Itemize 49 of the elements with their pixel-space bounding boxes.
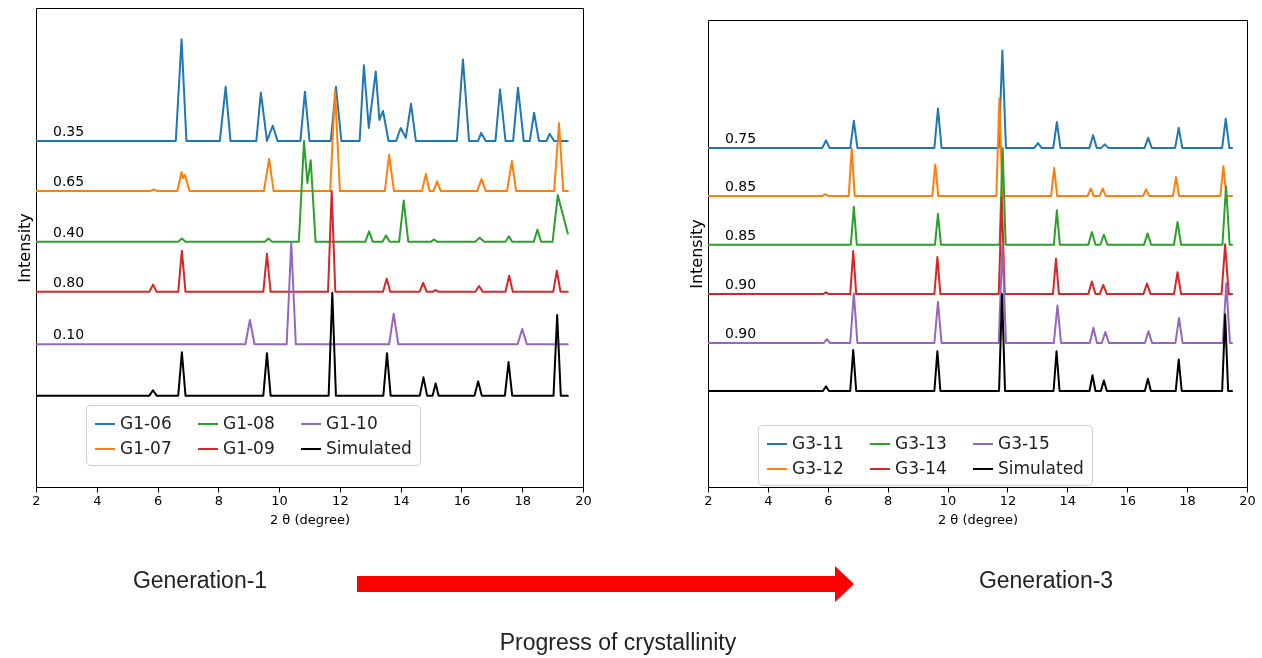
x-tick-label: 6 (153, 492, 163, 508)
x-tick-label: 6 (824, 492, 833, 508)
legend-label: G3-13 (895, 433, 947, 453)
annotation: 0.80 (53, 273, 85, 290)
legend-label: Simulated (326, 438, 412, 458)
legend-label: G3-15 (998, 433, 1050, 453)
x-tick-label: 2 (704, 492, 713, 508)
x-tick-label: 16 (453, 492, 471, 508)
legend-label: G1-07 (120, 438, 172, 458)
annotation: 0.75 (725, 129, 757, 146)
y-axis-title: Intensity (686, 219, 706, 289)
text: Progress of crystallinity (499, 628, 737, 656)
text: Generation-1 (132, 566, 268, 594)
x-tick-label: 14 (392, 492, 410, 508)
legend-label: G1-08 (223, 413, 275, 433)
x-tick-label: 10 (939, 492, 957, 508)
x-tick-label: 14 (1059, 492, 1077, 508)
x-axis-title: 2 θ (degree) (269, 511, 351, 527)
x-tick-label: 20 (575, 492, 592, 508)
annotation: 0.40 (53, 223, 85, 240)
x-tick-label: 8 (884, 492, 893, 508)
x-tick-label: 4 (93, 492, 102, 508)
legend-label: G1-09 (223, 438, 275, 458)
annotation: 0.35 (53, 122, 85, 139)
annotation: 0.85 (725, 177, 757, 194)
annotation: 0.65 (53, 173, 85, 190)
text: Generation-3 (978, 566, 1114, 594)
annotation: 0.90 (725, 324, 757, 341)
x-tick-label: 12 (332, 492, 349, 508)
x-tick-label: 16 (1119, 492, 1136, 508)
legend-label: G3-14 (895, 458, 947, 478)
x-tick-label: 18 (514, 492, 531, 508)
legend-label: Simulated (998, 458, 1084, 478)
x-tick-label: 18 (1179, 492, 1196, 508)
legend-label: G1-06 (120, 413, 172, 433)
x-tick-label: 20 (1239, 492, 1256, 508)
x-tick-label: 2 (32, 492, 41, 508)
x-tick-label: 12 (999, 492, 1017, 508)
y-axis-title: Intensity (14, 213, 34, 283)
annotation: 0.10 (53, 326, 85, 343)
x-tick-label: 4 (764, 492, 773, 508)
legend-label: G3-12 (792, 458, 844, 478)
annotation: 0.90 (725, 276, 757, 293)
annotation: 0.85 (725, 226, 757, 243)
x-axis-title: 2 θ (degree) (937, 511, 1019, 527)
x-tick-label: 8 (214, 492, 223, 508)
legend-label: G1-10 (326, 413, 378, 433)
x-tick-label: 10 (271, 492, 288, 508)
legend-label: G3-11 (792, 433, 844, 453)
